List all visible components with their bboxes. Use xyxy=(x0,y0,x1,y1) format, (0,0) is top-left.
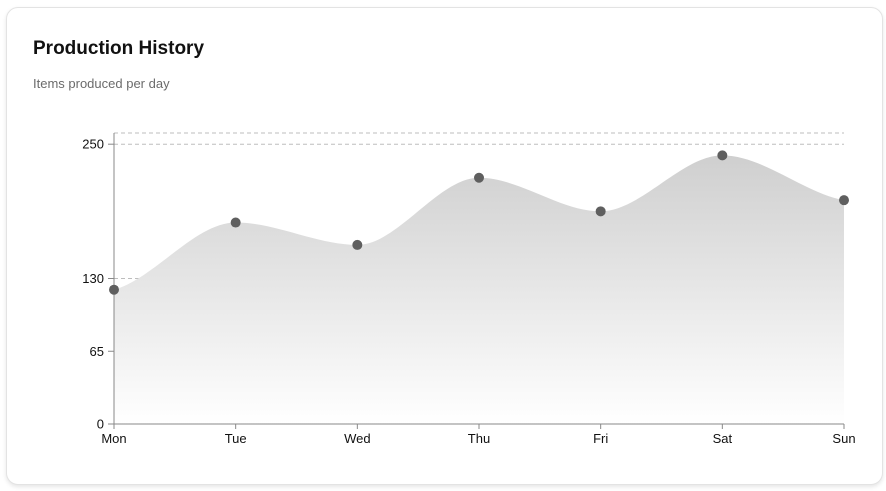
x-tick-label-mon: Mon xyxy=(101,431,126,446)
x-tick-label-sat: Sat xyxy=(713,431,733,446)
y-tick-label: 65 xyxy=(90,344,104,359)
x-tick-label-tue: Tue xyxy=(225,431,247,446)
data-point-thu[interactable] xyxy=(474,172,484,183)
data-point-mon[interactable] xyxy=(109,284,119,295)
x-tick-label-wed: Wed xyxy=(344,431,371,446)
data-point-sat[interactable] xyxy=(717,150,728,161)
series-area xyxy=(114,155,844,424)
y-tick-label: 0 xyxy=(97,417,104,432)
chart-title: Production History xyxy=(33,38,205,59)
data-point-sun[interactable] xyxy=(839,195,849,206)
y-tick-label: 130 xyxy=(82,271,104,286)
data-point-fri[interactable] xyxy=(595,206,606,217)
x-tick-label-sun: Sun xyxy=(832,431,855,446)
y-tick-label: 250 xyxy=(82,137,104,152)
chart-subtitle: Items produced per day xyxy=(33,76,170,91)
x-tick-label-fri: Fri xyxy=(593,431,608,446)
data-point-tue[interactable] xyxy=(230,217,241,228)
data-point-wed[interactable] xyxy=(352,239,363,250)
x-tick-label-thu: Thu xyxy=(468,431,490,446)
